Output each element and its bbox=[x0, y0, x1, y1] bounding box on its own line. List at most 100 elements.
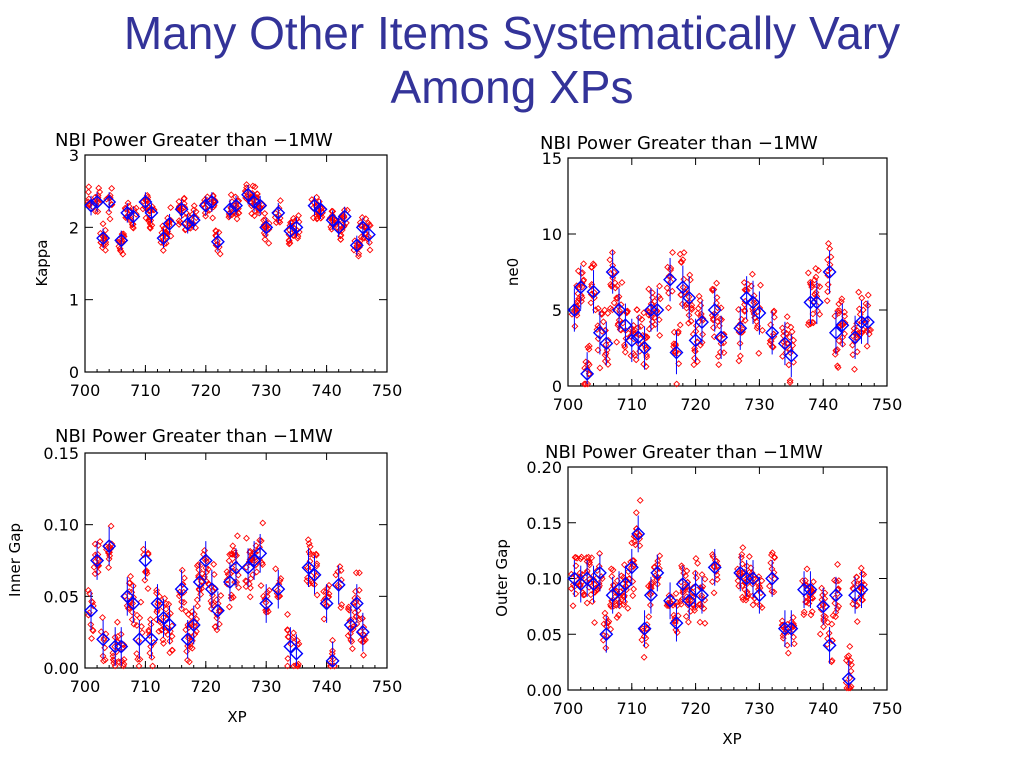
mean-point bbox=[663, 593, 678, 608]
raw-point bbox=[322, 602, 330, 610]
raw-point bbox=[568, 310, 576, 318]
mean-point bbox=[612, 303, 627, 317]
raw-point bbox=[361, 223, 369, 231]
raw-point bbox=[610, 602, 618, 610]
raw-point bbox=[735, 322, 742, 330]
raw-point bbox=[639, 627, 647, 635]
raw-point bbox=[621, 561, 628, 569]
raw-point bbox=[160, 231, 168, 239]
raw-point bbox=[770, 330, 778, 338]
raw-point bbox=[824, 256, 832, 264]
raw-point bbox=[132, 210, 140, 218]
raw-point bbox=[607, 601, 614, 609]
raw-point bbox=[328, 215, 336, 222]
raw-point bbox=[163, 624, 171, 632]
raw-point bbox=[701, 596, 709, 604]
raw-point bbox=[265, 586, 273, 594]
raw-point bbox=[327, 662, 335, 670]
raw-point bbox=[811, 276, 819, 284]
raw-point bbox=[619, 319, 627, 327]
raw-point bbox=[821, 589, 829, 597]
raw-point bbox=[84, 586, 92, 594]
raw-point bbox=[857, 583, 865, 591]
raw-point bbox=[743, 562, 751, 570]
mean-point bbox=[186, 618, 201, 632]
raw-point bbox=[645, 325, 653, 333]
raw-point bbox=[340, 222, 348, 230]
raw-point bbox=[191, 630, 199, 638]
raw-point bbox=[709, 324, 717, 332]
raw-point bbox=[123, 213, 131, 221]
mean-point bbox=[618, 318, 633, 333]
raw-point bbox=[160, 639, 167, 647]
raw-point bbox=[691, 347, 699, 355]
raw-point bbox=[665, 592, 673, 600]
raw-point bbox=[95, 562, 103, 570]
raw-point bbox=[163, 233, 171, 240]
mean-point bbox=[822, 638, 837, 653]
raw-point bbox=[682, 572, 689, 580]
raw-point bbox=[164, 214, 172, 222]
raw-point bbox=[318, 213, 326, 221]
raw-point bbox=[671, 349, 679, 357]
raw-point bbox=[593, 586, 601, 594]
raw-point bbox=[609, 581, 617, 589]
raw-point bbox=[858, 589, 866, 597]
raw-point bbox=[329, 647, 336, 655]
raw-point bbox=[628, 324, 636, 332]
mean-point bbox=[586, 284, 601, 299]
raw-point bbox=[716, 334, 724, 342]
raw-point bbox=[575, 283, 583, 291]
raw-point bbox=[783, 641, 791, 649]
raw-point bbox=[358, 214, 366, 221]
raw-point bbox=[815, 267, 822, 274]
raw-point bbox=[175, 204, 183, 212]
raw-point bbox=[327, 223, 335, 231]
raw-point bbox=[683, 567, 691, 575]
raw-point bbox=[719, 331, 727, 339]
raw-point bbox=[135, 662, 143, 670]
raw-point bbox=[120, 232, 128, 240]
raw-point bbox=[586, 558, 593, 566]
plot-frame bbox=[567, 466, 888, 691]
raw-point bbox=[570, 583, 578, 590]
raw-point bbox=[265, 219, 273, 227]
raw-point bbox=[233, 215, 241, 223]
raw-point bbox=[858, 596, 866, 604]
raw-point bbox=[232, 193, 239, 201]
raw-point bbox=[678, 595, 686, 603]
raw-point bbox=[779, 352, 786, 360]
raw-point bbox=[648, 318, 656, 326]
mean-point bbox=[138, 195, 153, 210]
raw-point bbox=[128, 616, 136, 623]
raw-point bbox=[738, 550, 746, 558]
raw-point bbox=[643, 353, 651, 361]
mean-point bbox=[848, 330, 863, 345]
raw-point bbox=[320, 588, 328, 596]
raw-point bbox=[357, 233, 365, 241]
raw-point bbox=[828, 620, 836, 628]
raw-point bbox=[175, 198, 183, 205]
raw-point bbox=[636, 496, 644, 504]
raw-point bbox=[105, 548, 113, 556]
raw-point bbox=[360, 638, 368, 645]
raw-point bbox=[133, 650, 141, 658]
raw-point bbox=[328, 220, 336, 228]
raw-point bbox=[201, 196, 208, 204]
raw-point bbox=[574, 267, 582, 275]
raw-point bbox=[643, 351, 650, 359]
raw-point bbox=[581, 364, 589, 372]
raw-point bbox=[596, 364, 604, 372]
raw-point bbox=[697, 313, 705, 321]
raw-point bbox=[851, 365, 858, 373]
raw-point bbox=[145, 217, 153, 225]
raw-points bbox=[568, 240, 875, 388]
raw-point bbox=[808, 594, 816, 602]
mean-point bbox=[765, 571, 780, 586]
mean-point bbox=[325, 213, 340, 228]
raw-point bbox=[95, 184, 103, 192]
raw-point bbox=[601, 326, 609, 334]
raw-point bbox=[125, 202, 133, 210]
raw-point bbox=[676, 321, 684, 329]
raw-point bbox=[106, 215, 114, 223]
